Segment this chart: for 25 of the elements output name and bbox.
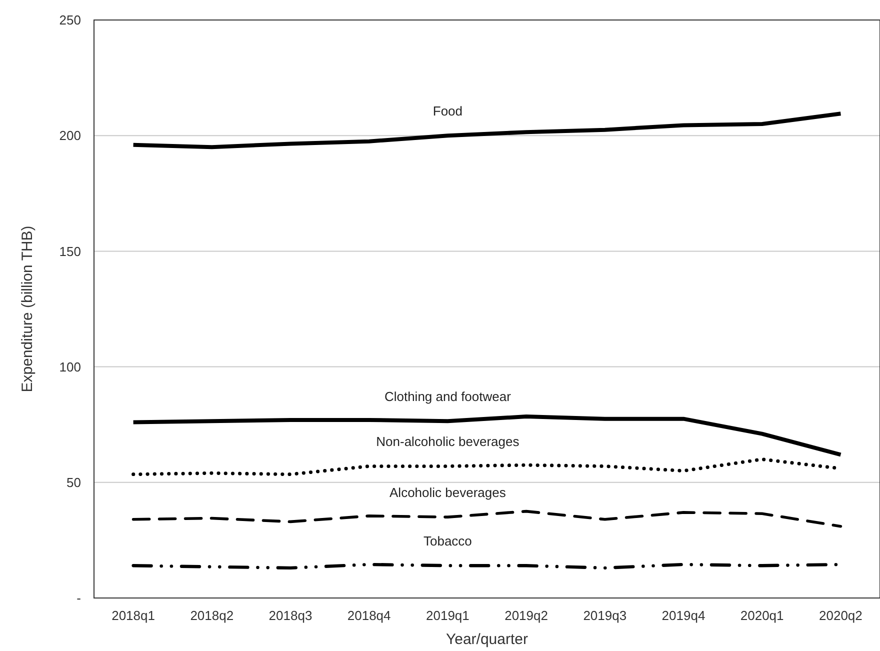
x-tick-label: 2018q4 [347, 608, 391, 623]
y-tick-label: 250 [59, 12, 81, 28]
x-tick-label: 2019q2 [504, 608, 548, 623]
y-axis-title: Expenditure (billion THB) [19, 226, 36, 392]
y-tick-label: 50 [66, 474, 81, 490]
x-tick-label: 2018q1 [112, 608, 155, 623]
series-label: Non-alcoholic beverages [376, 434, 520, 450]
x-axis-title: Year/quarter [446, 631, 528, 648]
x-tick-label: 2019q4 [662, 608, 706, 623]
x-tick-label: 2020q2 [819, 608, 862, 623]
series-label: Food [432, 104, 463, 119]
x-tick-label: 2018q2 [190, 608, 234, 623]
y-tick-label: 150 [59, 244, 81, 259]
line-series [131, 414, 843, 457]
series-label: Clothing and footwear [384, 389, 512, 404]
x-tick-label: 2019q1 [426, 608, 470, 623]
x-tick-label: 2018q3 [268, 608, 312, 623]
y-tick-label: - [76, 590, 81, 606]
y-tick-label: 200 [59, 128, 81, 144]
line-series [132, 510, 842, 528]
x-tick-label: 2020q1 [740, 608, 784, 623]
y-tick-label: 100 [59, 359, 81, 374]
series-label: Tobacco [423, 534, 472, 549]
x-tick-label: 2019q3 [583, 608, 627, 623]
series-label: Alcoholic beverages [390, 485, 506, 500]
